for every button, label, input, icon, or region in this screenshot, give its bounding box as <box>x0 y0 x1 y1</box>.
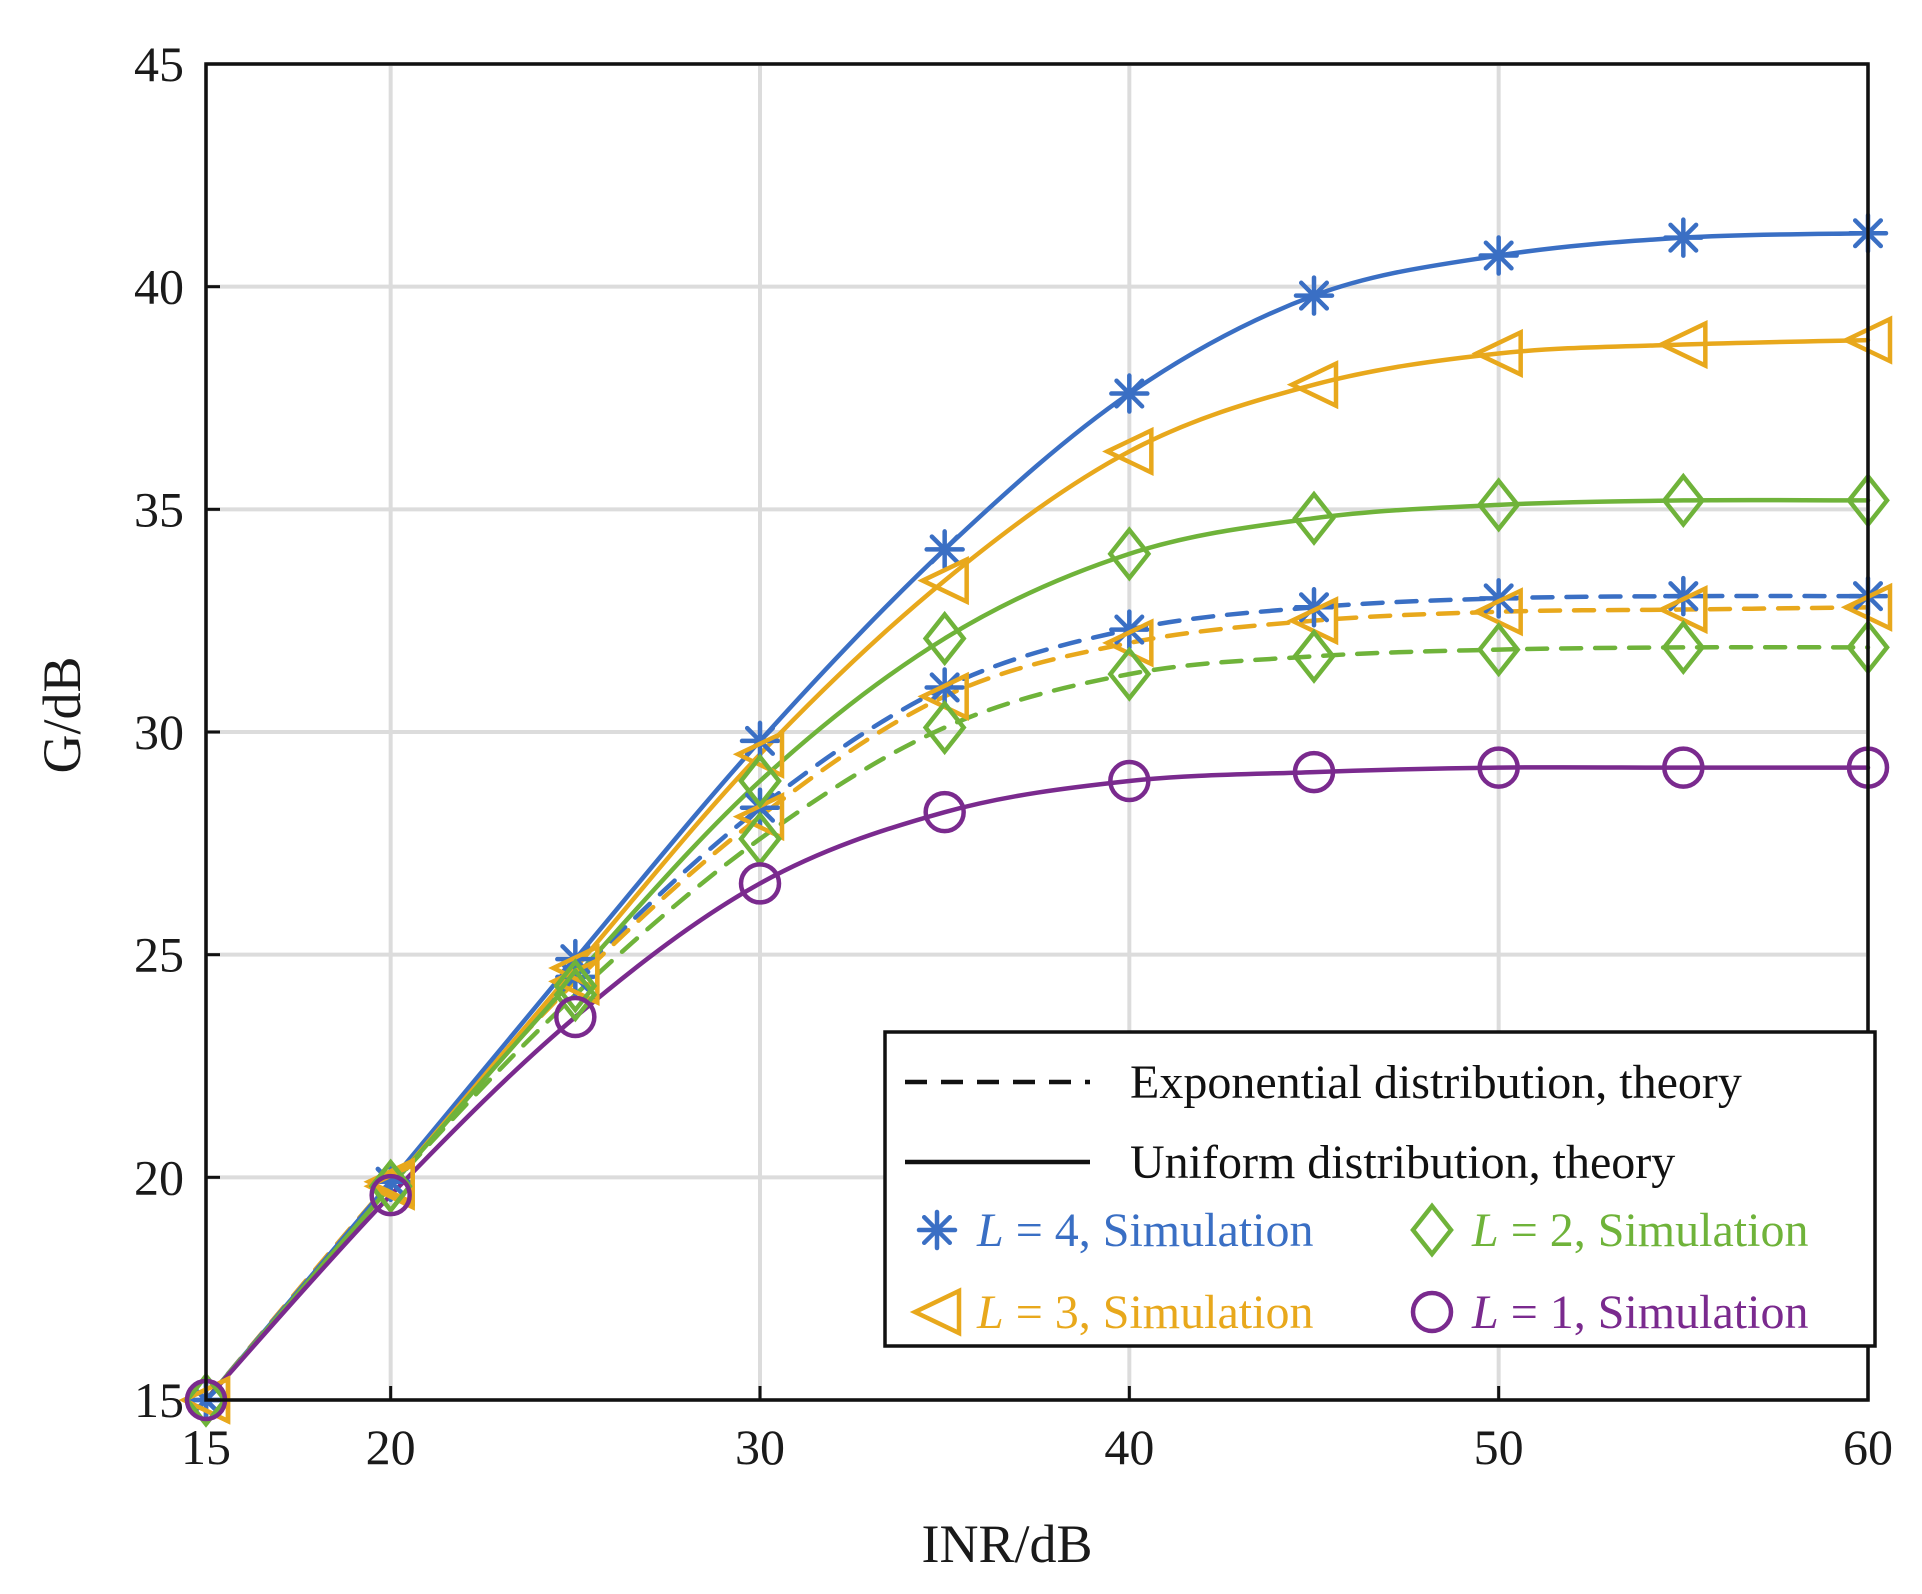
legend-entry-label-l3: L = 3, Simulation <box>976 1286 1313 1339</box>
legend-entry-variable: L <box>1471 1204 1499 1257</box>
legend-entry-variable: L <box>976 1286 1004 1339</box>
data-point-l4-stroke <box>1114 378 1145 409</box>
data-point-l2 <box>1107 526 1152 582</box>
series-lines <box>203 230 1871 1403</box>
x-tick-label: 50 <box>1474 1419 1524 1475</box>
data-point-l4-exp <box>1478 578 1519 619</box>
x-axis-label: INR/dB <box>921 1514 1092 1574</box>
data-point-l1 <box>738 862 782 905</box>
x-tick-label: 20 <box>366 1419 416 1475</box>
y-tick-label: 30 <box>134 704 184 760</box>
data-point-l1 <box>554 995 597 1039</box>
legend-box <box>883 1030 1877 1348</box>
legend-entry-label-l4: L = 4, Simulation <box>976 1204 1313 1257</box>
data-point-l4 <box>1109 373 1150 414</box>
y-tick-label: 45 <box>134 36 184 92</box>
data-point-l2-exp <box>1661 619 1706 676</box>
tick-labels: 15 20 30 40 50 60 15 20 25 30 35 40 45 <box>134 36 1893 1475</box>
legend-marker-l4 <box>916 1209 958 1251</box>
legend-marker-l4-stroke <box>921 1214 953 1246</box>
y-tick-label: 25 <box>134 927 184 983</box>
data-point-l2 <box>738 753 782 809</box>
y-tick-label: 20 <box>134 1149 184 1205</box>
series-line-l2-solid <box>203 497 1871 1403</box>
legend-marker-l3 <box>909 1287 962 1337</box>
data-point-l2-exp <box>1292 628 1336 684</box>
data-point-l1 <box>1108 759 1151 803</box>
data-point-l3 <box>1286 360 1339 410</box>
x-tick-label: 30 <box>735 1419 785 1475</box>
legend-marker-l1 <box>1410 1290 1454 1334</box>
legend-entry-text: = 4, Simulation <box>1004 1204 1314 1257</box>
data-point-l2 <box>553 958 598 1014</box>
data-point-l1 <box>1477 746 1520 789</box>
data-point-l1 <box>1662 746 1705 789</box>
data-point-l2-exp <box>1107 646 1152 702</box>
legend-marker-l2 <box>1410 1202 1454 1258</box>
data-point-l2 <box>922 610 967 667</box>
data-point-l4-exp <box>1663 575 1704 617</box>
y-tick-label: 15 <box>134 1372 184 1428</box>
data-point-l4 <box>1478 235 1519 276</box>
series-line-l4-solid <box>203 230 1871 1403</box>
data-point-l2-exp <box>922 699 967 756</box>
data-point-l4 <box>1293 275 1335 316</box>
legend-solid-label: Uniform distribution, theory <box>1130 1136 1675 1189</box>
x-tick-label: 60 <box>1843 1419 1893 1475</box>
data-point-l2-exp <box>1476 621 1521 678</box>
data-point-l4-exp <box>1109 609 1150 650</box>
data-point-l4-stroke <box>929 534 960 565</box>
data-point-l3 <box>1656 319 1708 370</box>
legend: Exponential distribution, theory Uniform… <box>883 1030 1877 1348</box>
data-point-l4 <box>924 529 965 570</box>
legend-entry-text: = 1, Simulation <box>1499 1286 1809 1339</box>
legend-entry-label-l1: L = 1, Simulation <box>1471 1286 1808 1339</box>
data-point-l3 <box>1471 328 1523 379</box>
data-point-l1 <box>369 1173 412 1217</box>
data-point-l3-exp <box>363 1157 415 1207</box>
y-tick-label: 35 <box>134 481 184 537</box>
data-point-l2 <box>1476 477 1521 533</box>
data-point-l4-stroke <box>1668 222 1699 253</box>
legend-dashed-label: Exponential distribution, theory <box>1130 1056 1742 1109</box>
legend-entry-variable: L <box>1471 1286 1499 1339</box>
y-tick-label: 40 <box>134 259 184 315</box>
data-point-l2 <box>1661 472 1706 529</box>
legend-entry-text: = 3, Simulation <box>1004 1286 1314 1339</box>
data-point-l4-stroke <box>1298 280 1330 311</box>
data-point-l4-stroke <box>1483 240 1514 271</box>
series-line-l1-solid <box>203 765 1871 1403</box>
y-axis-label: G/dB <box>32 656 92 773</box>
data-point-l2 <box>1292 490 1336 546</box>
x-tick-label: 15 <box>181 1419 231 1475</box>
x-tick-label: 40 <box>1104 1419 1154 1475</box>
data-point-l3 <box>732 729 785 779</box>
series-line-l2-dashed <box>203 644 1871 1403</box>
data-point-l2-exp <box>184 1372 228 1428</box>
legend-entry-label-l2: L = 2, Simulation <box>1471 1204 1808 1257</box>
legend-entry-text: = 2, Simulation <box>1499 1204 1809 1257</box>
data-point-l4 <box>1663 217 1704 258</box>
data-point-l1 <box>1292 750 1336 794</box>
data-point-l2-exp <box>553 967 598 1023</box>
data-point-l4-exp <box>1293 587 1335 628</box>
data-point-l3 <box>1102 426 1154 477</box>
legend-entry-variable: L <box>976 1204 1004 1257</box>
data-point-l1 <box>923 790 966 834</box>
data-point-l3 <box>917 556 969 606</box>
